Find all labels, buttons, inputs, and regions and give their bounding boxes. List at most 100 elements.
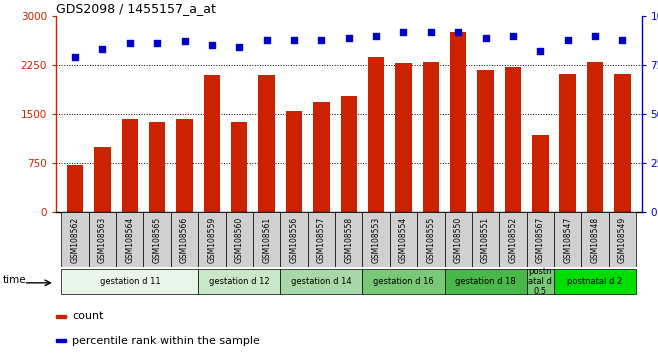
Text: GSM108560: GSM108560 <box>235 217 243 263</box>
Bar <box>532 135 549 212</box>
FancyBboxPatch shape <box>116 212 143 267</box>
Bar <box>204 75 220 212</box>
Text: gestation d 11: gestation d 11 <box>99 277 160 286</box>
FancyBboxPatch shape <box>198 212 226 267</box>
Text: gestation d 12: gestation d 12 <box>209 277 270 286</box>
Bar <box>149 122 165 212</box>
Bar <box>56 339 66 342</box>
Text: GSM108552: GSM108552 <box>509 217 517 263</box>
Point <box>207 42 217 48</box>
Point <box>289 37 299 42</box>
Text: GSM108555: GSM108555 <box>426 217 436 263</box>
Text: time: time <box>3 275 26 285</box>
Bar <box>450 32 467 212</box>
Bar <box>559 74 576 212</box>
Point <box>179 39 190 44</box>
Text: GSM108565: GSM108565 <box>153 217 162 263</box>
Text: GDS2098 / 1455157_a_at: GDS2098 / 1455157_a_at <box>56 2 216 15</box>
Bar <box>231 122 247 212</box>
FancyBboxPatch shape <box>472 212 499 267</box>
Text: GSM108561: GSM108561 <box>262 217 271 263</box>
Bar <box>259 75 275 212</box>
Text: GSM108547: GSM108547 <box>563 217 572 263</box>
Point <box>152 41 163 46</box>
Point <box>316 37 326 42</box>
FancyBboxPatch shape <box>417 212 445 267</box>
Bar <box>368 57 384 212</box>
Text: GSM108554: GSM108554 <box>399 217 408 263</box>
Text: GSM108549: GSM108549 <box>618 217 627 263</box>
Text: gestation d 14: gestation d 14 <box>291 277 351 286</box>
FancyBboxPatch shape <box>171 212 198 267</box>
Point <box>124 41 135 46</box>
Text: GSM108553: GSM108553 <box>372 217 380 263</box>
Point <box>261 37 272 42</box>
Bar <box>477 70 494 212</box>
Text: GSM108557: GSM108557 <box>317 217 326 263</box>
FancyBboxPatch shape <box>554 212 582 267</box>
Bar <box>505 67 521 212</box>
Bar <box>587 62 603 212</box>
Bar <box>176 119 193 212</box>
Text: GSM108551: GSM108551 <box>481 217 490 263</box>
FancyBboxPatch shape <box>335 212 363 267</box>
FancyBboxPatch shape <box>363 269 445 294</box>
Text: postn
atal d
0.5: postn atal d 0.5 <box>528 267 552 296</box>
Point <box>426 29 436 34</box>
Bar <box>422 62 439 212</box>
Point <box>343 35 354 40</box>
Text: GSM108558: GSM108558 <box>344 217 353 263</box>
FancyBboxPatch shape <box>61 269 198 294</box>
Bar <box>56 314 66 318</box>
Point <box>563 37 573 42</box>
FancyBboxPatch shape <box>499 212 526 267</box>
FancyBboxPatch shape <box>582 212 609 267</box>
FancyBboxPatch shape <box>198 269 280 294</box>
Text: GSM108548: GSM108548 <box>590 217 599 263</box>
FancyBboxPatch shape <box>253 212 280 267</box>
FancyBboxPatch shape <box>143 212 171 267</box>
Bar <box>67 165 84 212</box>
FancyBboxPatch shape <box>554 269 636 294</box>
FancyBboxPatch shape <box>280 269 363 294</box>
FancyBboxPatch shape <box>89 212 116 267</box>
Text: GSM108550: GSM108550 <box>454 217 463 263</box>
Point <box>508 33 519 39</box>
Text: GSM108566: GSM108566 <box>180 217 189 263</box>
Text: GSM108562: GSM108562 <box>70 217 80 263</box>
Text: GSM108556: GSM108556 <box>290 217 299 263</box>
Text: GSM108559: GSM108559 <box>207 217 216 263</box>
FancyBboxPatch shape <box>445 269 526 294</box>
Text: gestation d 16: gestation d 16 <box>373 277 434 286</box>
Bar <box>286 111 302 212</box>
FancyBboxPatch shape <box>280 212 308 267</box>
FancyBboxPatch shape <box>526 212 554 267</box>
Point <box>480 35 491 40</box>
Text: gestation d 18: gestation d 18 <box>455 277 516 286</box>
Point <box>398 29 409 34</box>
FancyBboxPatch shape <box>445 212 472 267</box>
FancyBboxPatch shape <box>363 212 390 267</box>
Text: GSM108567: GSM108567 <box>536 217 545 263</box>
FancyBboxPatch shape <box>226 212 253 267</box>
Point <box>234 45 245 50</box>
Text: GSM108563: GSM108563 <box>98 217 107 263</box>
Text: count: count <box>72 311 104 321</box>
Point <box>70 55 80 60</box>
Point <box>97 46 108 52</box>
Text: postnatal d 2: postnatal d 2 <box>567 277 622 286</box>
Bar <box>313 102 330 212</box>
FancyBboxPatch shape <box>526 269 554 294</box>
Text: percentile rank within the sample: percentile rank within the sample <box>72 336 260 346</box>
Point <box>617 37 628 42</box>
Point <box>371 33 382 39</box>
FancyBboxPatch shape <box>390 212 417 267</box>
Bar <box>341 96 357 212</box>
Bar <box>395 63 412 212</box>
Point <box>590 33 600 39</box>
Bar <box>614 74 630 212</box>
FancyBboxPatch shape <box>609 212 636 267</box>
Text: GSM108564: GSM108564 <box>125 217 134 263</box>
FancyBboxPatch shape <box>308 212 335 267</box>
Point <box>453 29 463 34</box>
